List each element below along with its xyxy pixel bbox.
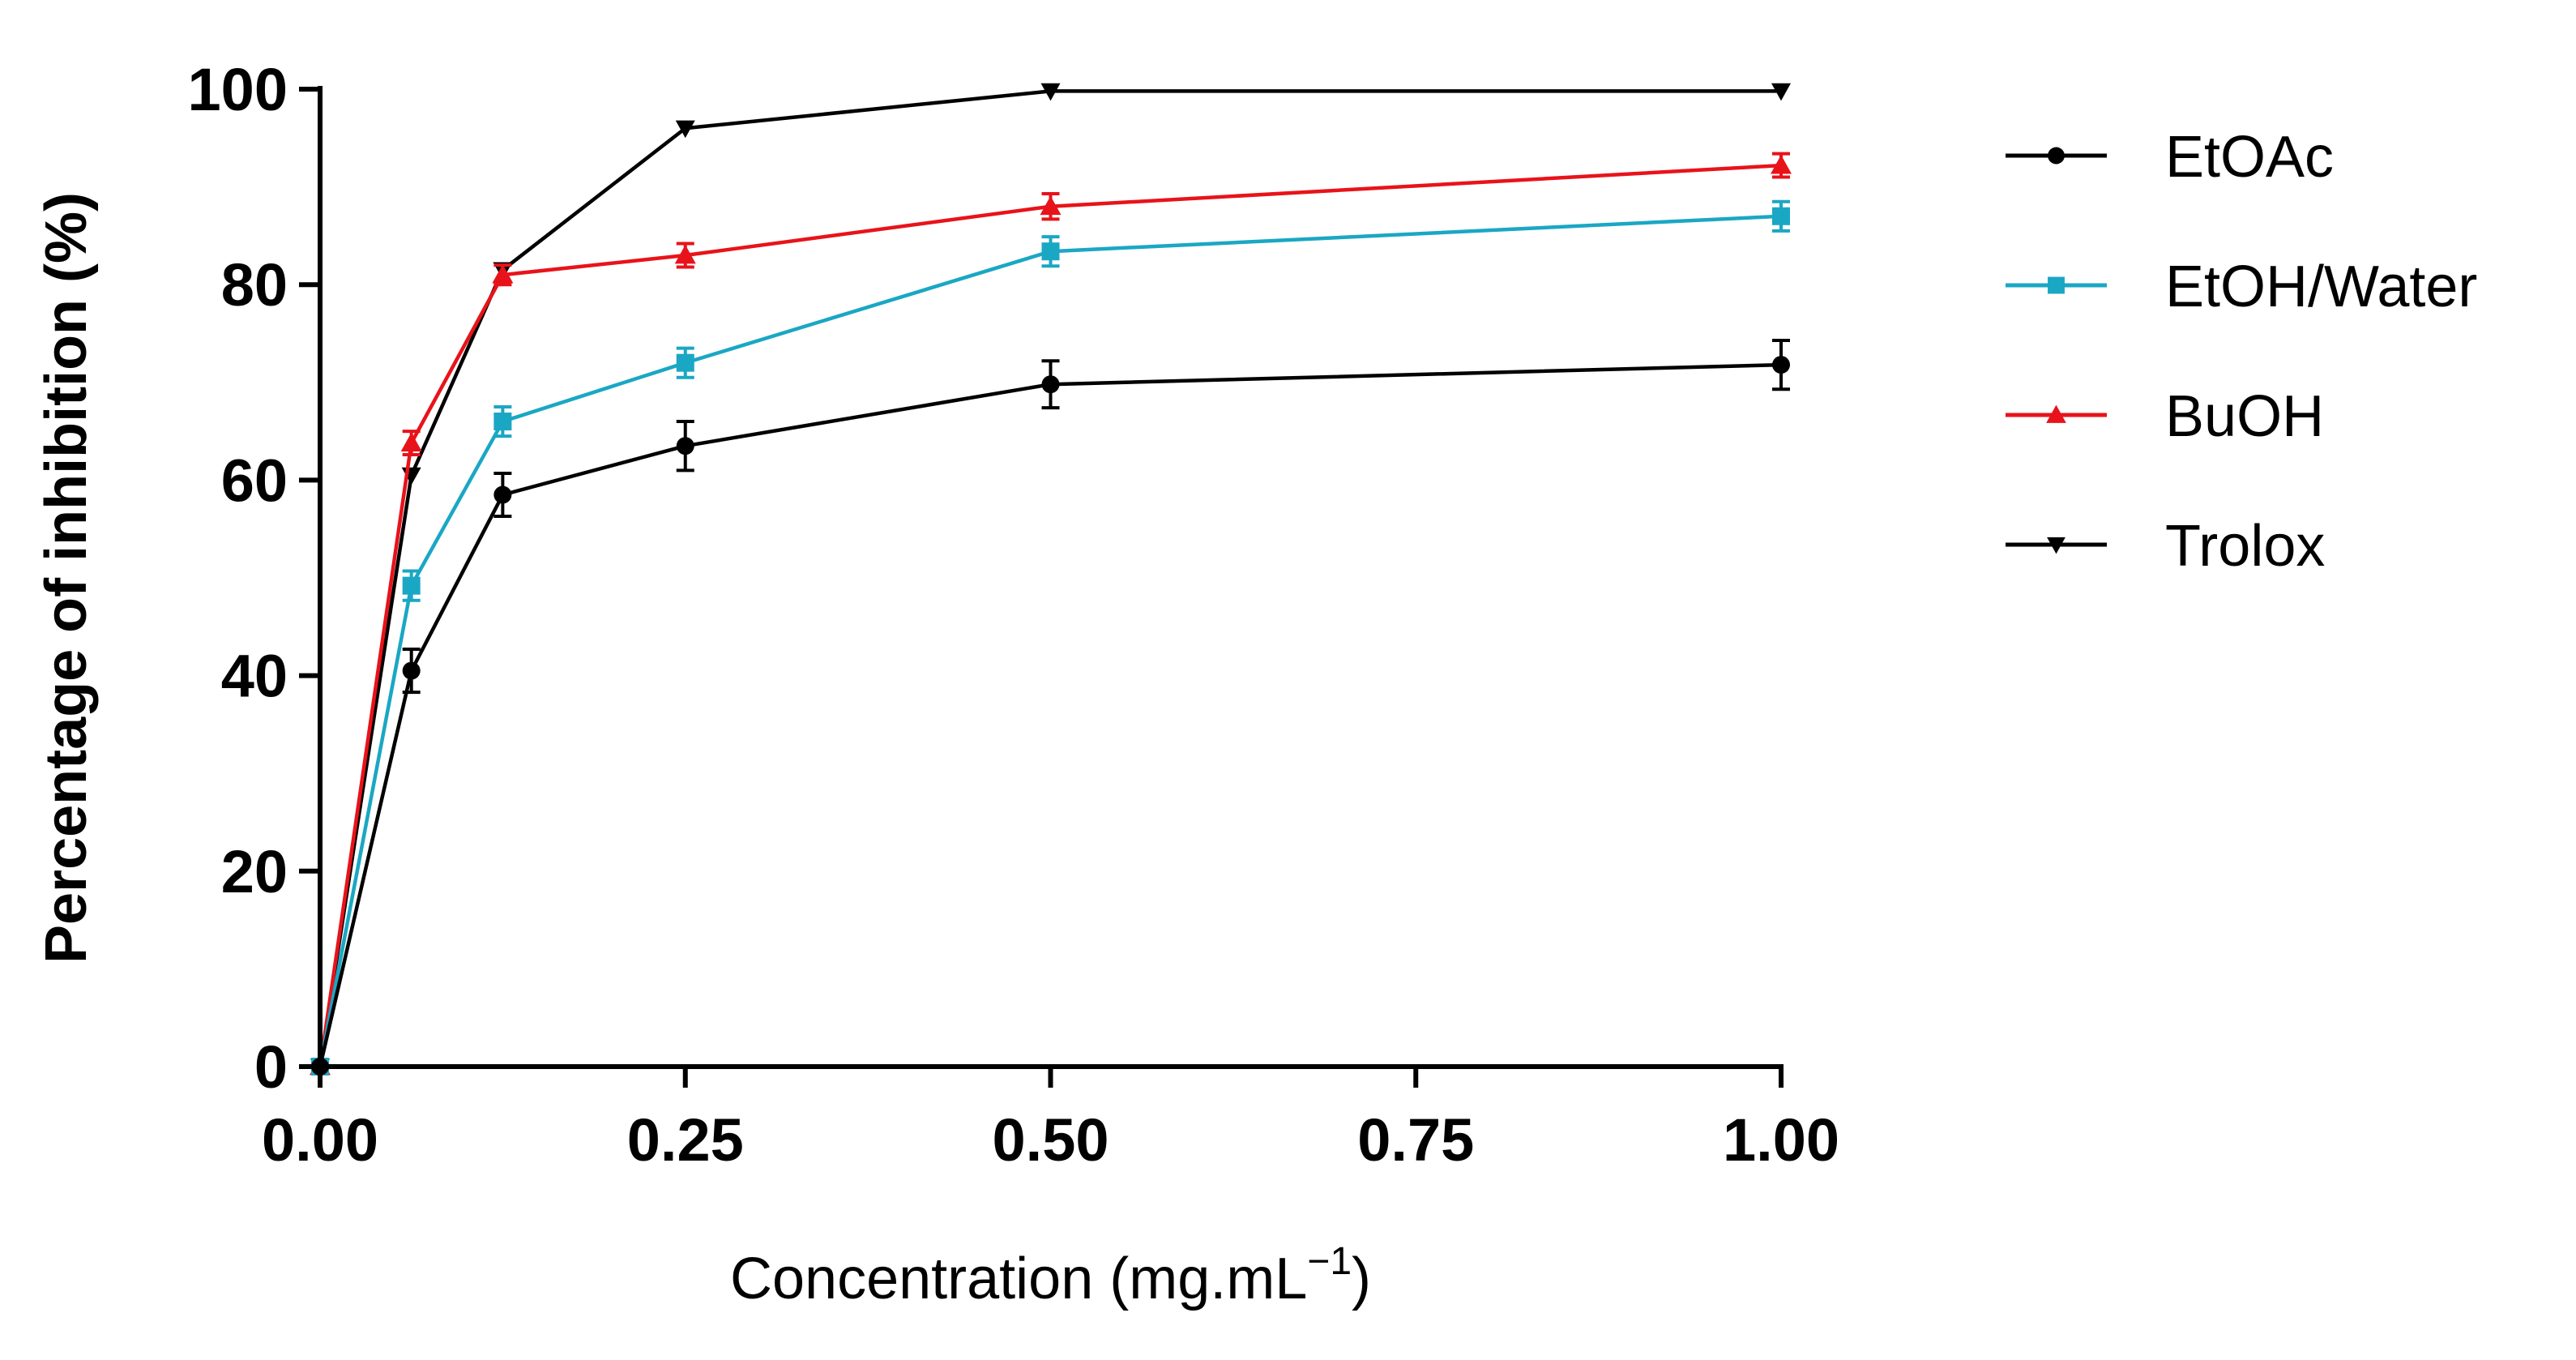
data-point [1771, 155, 1792, 174]
legend: EtOAc EtOH/Water BuOH Trolox [2006, 125, 2477, 579]
data-point [1041, 242, 1060, 261]
legend-label: BuOH [2165, 384, 2324, 449]
legend-marker [2047, 537, 2065, 554]
x-tick-label: 0.50 [992, 1106, 1109, 1174]
data-point [1040, 83, 1061, 101]
x-tick-label: 0.25 [627, 1106, 744, 1174]
legend-label: EtOH/Water [2165, 254, 2477, 319]
legend-label: EtOAc [2165, 125, 2334, 190]
x-axis-title: Concentration (mg.mL−1) [730, 1240, 1371, 1311]
x-axis-title-main: Concentration (mg.mL [730, 1247, 1307, 1311]
y-tick-label: 0 [254, 1033, 288, 1101]
axes: 0 20 40 60 80 100 0.00 0.25 0.50 0.75 1.00 Concentr… [34, 56, 1839, 1311]
data-point [492, 264, 514, 284]
data-point [674, 245, 696, 264]
data-point [676, 353, 694, 372]
data-point [1772, 207, 1790, 225]
data-point [402, 661, 421, 680]
series-buoh [310, 152, 1792, 1076]
series-line [318, 89, 1781, 1067]
y-tick-label: 60 [221, 447, 288, 514]
series-line [318, 214, 1782, 1067]
y-axis-title: Percentage of inhibition (%) [34, 192, 99, 964]
series-etoac [311, 338, 1790, 1076]
series-etoh-water [311, 199, 1790, 1076]
legend-item-etoac: EtOAc [2006, 125, 2334, 190]
legend-item-buoh: BuOH [2006, 384, 2324, 449]
data-point [1041, 375, 1060, 394]
y-tick-label: 40 [221, 643, 288, 710]
legend-marker [2048, 276, 2065, 294]
legend-marker [2046, 404, 2066, 423]
data-point [402, 576, 421, 595]
x-axis-title-superscript: −1 [1307, 1240, 1352, 1283]
series-trolox [310, 83, 1791, 1076]
y-tick-label: 100 [188, 56, 288, 123]
legend-marker [2048, 147, 2065, 165]
data-point [493, 413, 512, 431]
x-tick-label: 0.00 [262, 1106, 378, 1174]
y-tick-label: 80 [221, 251, 288, 319]
legend-label: Trolox [2165, 514, 2325, 579]
data-point [1772, 356, 1790, 374]
data-point [493, 485, 512, 504]
series-line [318, 163, 1782, 1067]
data-point [400, 432, 422, 451]
legend-item-trolox: Trolox [2006, 514, 2325, 579]
data-point [1771, 83, 1791, 101]
x-tick-label: 1.00 [1723, 1106, 1839, 1174]
data-point [675, 120, 695, 139]
x-tick-label: 0.75 [1357, 1106, 1474, 1174]
legend-item-etoh-water: EtOH/Water [2006, 254, 2477, 319]
y-tick-label: 20 [221, 838, 288, 905]
data-point [1040, 195, 1062, 216]
plot-area [310, 83, 1792, 1076]
data-point [676, 437, 694, 455]
series-line [318, 362, 1782, 1067]
x-axis-title-close: ) [1352, 1247, 1371, 1311]
